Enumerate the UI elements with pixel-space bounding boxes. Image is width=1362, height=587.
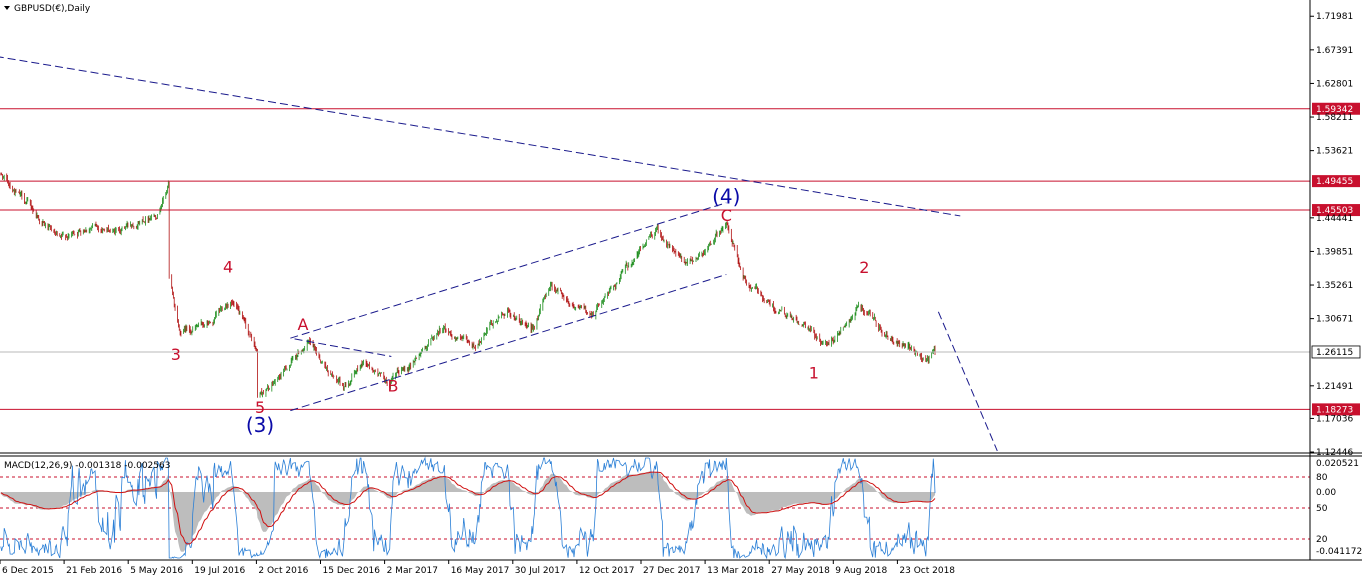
macd-scale-label: -0.041172 <box>1316 547 1362 557</box>
y-tick-label: 1.44441 <box>1316 214 1353 224</box>
wave-label: C <box>721 206 732 225</box>
wave-label: (3) <box>246 413 274 437</box>
x-tick-label: 19 Jul 2016 <box>194 566 245 576</box>
y-tick-label: 1.62801 <box>1316 79 1353 89</box>
y-tick-label: 1.35261 <box>1316 281 1353 291</box>
macd-scale-label: 0.00 <box>1316 488 1336 498</box>
current-price-tag <box>1311 345 1361 359</box>
x-tick-label: 16 May 2017 <box>451 566 510 576</box>
x-tick-label: 6 Dec 2015 <box>2 566 54 576</box>
wave-label: (4) <box>712 184 740 208</box>
x-tick-label: 27 Dec 2017 <box>643 566 701 576</box>
oscillator-scale-label: 50 <box>1316 504 1328 514</box>
y-tick-label: 1.30671 <box>1316 315 1353 325</box>
macd-scale-label: 0.020521 <box>1316 459 1359 469</box>
trend-line-channel-lower[interactable] <box>290 274 727 412</box>
x-tick-label: 9 Aug 2018 <box>835 566 887 576</box>
y-tick-label: 1.17036 <box>1316 414 1353 424</box>
x-tick-label: 2 Mar 2017 <box>387 566 438 576</box>
symbol-title: GBPUSD(€),Daily <box>14 4 91 14</box>
level-price-label: 1.45503 <box>1316 206 1353 216</box>
x-tick-label: 12 Oct 2017 <box>579 566 635 576</box>
y-tick-label: 1.21491 <box>1316 382 1353 392</box>
trend-line-long-term-downtrend[interactable] <box>0 56 961 217</box>
trend-line-channel-upper[interactable] <box>290 202 727 339</box>
oscillator-scale-label: 80 <box>1316 473 1328 483</box>
x-tick-label: 13 Mar 2018 <box>707 566 764 576</box>
y-tick-label: 1.58211 <box>1316 113 1353 123</box>
wave-label: 4 <box>223 257 233 276</box>
x-tick-label: 21 Feb 2016 <box>66 566 122 576</box>
symbol-dropdown-icon[interactable] <box>4 6 10 10</box>
oscillator-scale-label: 20 <box>1316 535 1328 545</box>
macd-title: MACD(12,26,9) -0.001318 -0.002563 <box>4 461 170 471</box>
wave-label: 2 <box>859 258 869 277</box>
x-tick-label: 23 Oct 2018 <box>899 566 955 576</box>
wave-label: 3 <box>171 345 181 364</box>
macd-signal-line <box>0 471 936 545</box>
wave-label: 5 <box>255 398 265 417</box>
level-price-label: 1.49455 <box>1316 177 1353 187</box>
current-price-label: 1.26115 <box>1316 348 1353 358</box>
trend-line-projection[interactable] <box>937 311 998 452</box>
x-tick-label: 30 Jul 2017 <box>515 566 566 576</box>
wave-label: B <box>388 377 399 396</box>
level-price-tag <box>1312 175 1360 188</box>
y-tick-label: 1.39851 <box>1316 247 1353 257</box>
level-price-tag <box>1312 102 1360 115</box>
macd-histogram <box>0 471 936 552</box>
wave-label: A <box>297 315 308 334</box>
y-tick-label: 1.53621 <box>1316 147 1353 157</box>
y-tick-label: 1.71981 <box>1316 12 1353 22</box>
y-tick-label: 1.12446 <box>1316 448 1353 458</box>
level-price-label: 1.59342 <box>1316 105 1353 115</box>
level-price-tag <box>1312 204 1360 217</box>
x-tick-label: 27 May 2018 <box>771 566 830 576</box>
level-price-tag <box>1312 403 1360 416</box>
x-tick-label: 15 Dec 2016 <box>323 566 381 576</box>
oscillator-line <box>0 456 936 560</box>
trend-line-abc-connector[interactable] <box>294 338 392 357</box>
x-tick-label: 5 May 2016 <box>130 566 183 576</box>
y-tick-label: 1.67391 <box>1316 46 1353 56</box>
level-price-label: 1.18273 <box>1316 405 1353 415</box>
wave-label: 1 <box>809 363 819 382</box>
x-tick-label: 2 Oct 2016 <box>258 566 308 576</box>
